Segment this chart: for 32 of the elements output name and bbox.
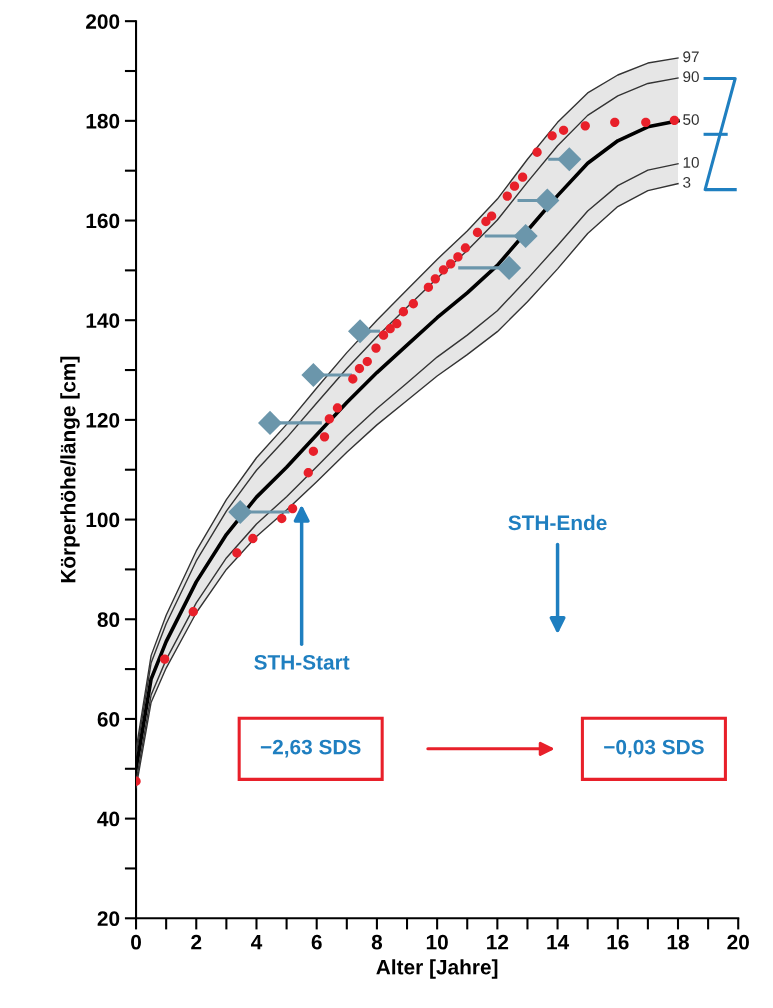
y-tick-label: 20 — [97, 911, 120, 927]
series-label: 97 — [683, 51, 699, 63]
x-tick-label: 0 — [131, 934, 141, 950]
x-tick-label: 16 — [607, 934, 629, 950]
x-tick-label: 18 — [667, 934, 689, 950]
x-axis-title: Alter [Jahre] — [376, 959, 498, 979]
y-tick-label: 200 — [86, 14, 120, 29]
y-tick-label: 120 — [86, 412, 120, 428]
y-tick-label: 80 — [97, 612, 120, 627]
y-tick-label: 180 — [86, 113, 120, 129]
y-tick-label: 160 — [86, 213, 120, 229]
x-tick-label: 20 — [727, 934, 749, 950]
y-tick-label: 140 — [86, 313, 120, 328]
annotation: −0,03 SDS — [604, 739, 704, 758]
x-tick-label: 12 — [487, 934, 509, 950]
series-label: 90 — [683, 71, 699, 83]
annotation: −2,63 SDS — [260, 739, 361, 758]
y-tick-label: 40 — [97, 811, 120, 827]
y-tick-label: 100 — [86, 512, 120, 528]
x-tick-label: 14 — [547, 935, 570, 950]
x-tick-label: 10 — [426, 934, 448, 950]
y-axis-title: Körperhöhe/länge [cm] — [60, 356, 80, 583]
series-label: 10 — [683, 156, 699, 168]
x-tick-label: 6 — [311, 934, 322, 950]
series-label: 3 — [683, 176, 691, 188]
x-tick-label: 8 — [371, 934, 383, 950]
x-tick-label: 2 — [191, 934, 202, 950]
series-label: 50 — [683, 114, 699, 125]
y-tick-label: 60 — [97, 711, 120, 727]
annotation: STH-Start — [254, 654, 350, 670]
x-tick-label: 4 — [251, 935, 263, 950]
annotation: STH-Ende — [508, 514, 607, 531]
